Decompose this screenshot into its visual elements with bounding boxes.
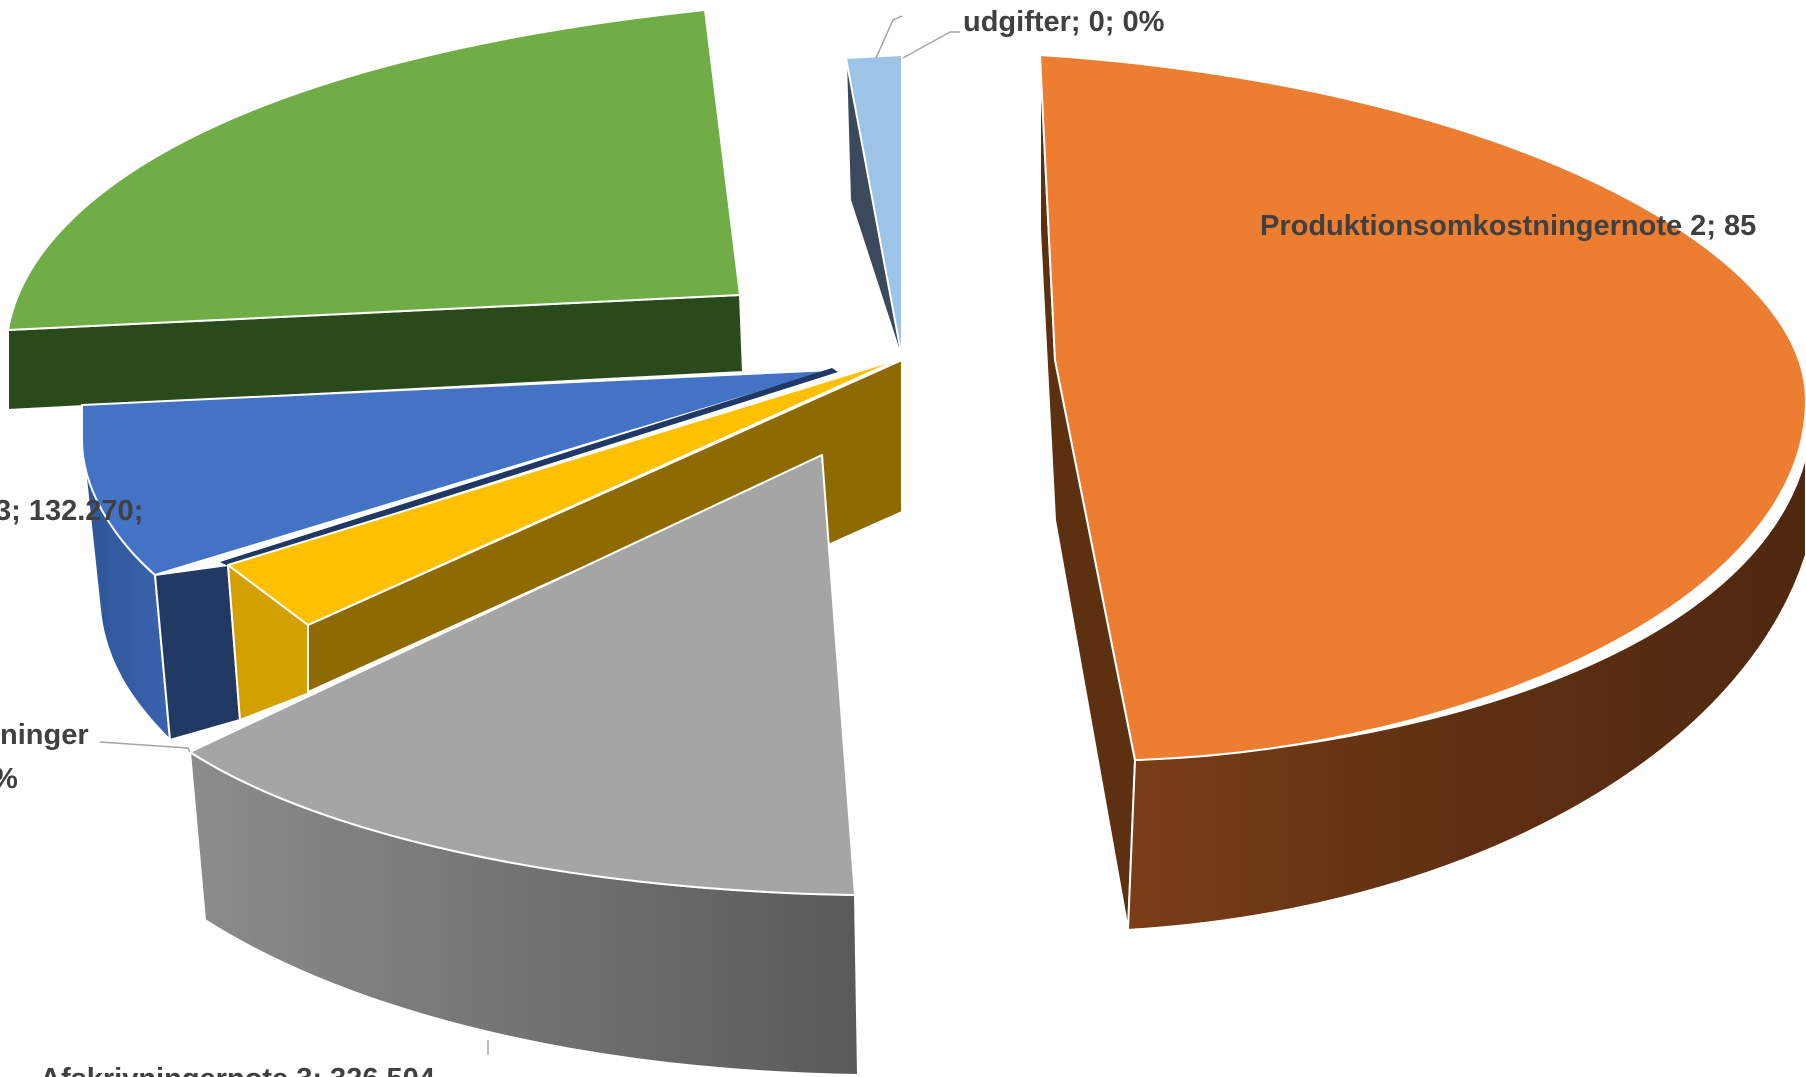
data-label-produktionsomkostninger: Produktionsomkostningernote 2; 85: [1260, 210, 1756, 242]
pie-slice-udgifter-top: [845, 54, 903, 359]
pie-slice-blue: [81, 368, 838, 741]
pie-slice-blue-inner-side: [154, 564, 241, 741]
data-label-ninger: ninger: [0, 719, 89, 751]
pie-slice-udgifter: [845, 54, 903, 361]
pie-slice-blue-dark-sliver: [220, 368, 838, 566]
pie-slice-yellow-top: [227, 357, 903, 626]
leader-line-udgifter-2: [902, 31, 960, 59]
pie-slice-gray: [189, 454, 859, 1076]
pie-slice-green-top: [7, 9, 741, 331]
leader-line-ninger: [99, 741, 191, 753]
data-label-afskrivninger: Afskrivningernote 3; 326.504: [40, 1063, 435, 1077]
data-label-udgifter: udgifter; 0; 0%: [963, 6, 1165, 38]
pie-slice-blue-top: [81, 369, 833, 576]
pie-slice-yellow: [227, 357, 903, 721]
pie-slice-green: [7, 9, 744, 411]
leader-line-udgifter: [875, 15, 903, 59]
data-label-blue-slice: 3; 132.270;: [0, 495, 143, 527]
pie-slice-gray-top: [189, 454, 856, 896]
pie-slice-orange: [1039, 54, 1806, 931]
data-label-ninger-percent: %: [0, 763, 18, 795]
